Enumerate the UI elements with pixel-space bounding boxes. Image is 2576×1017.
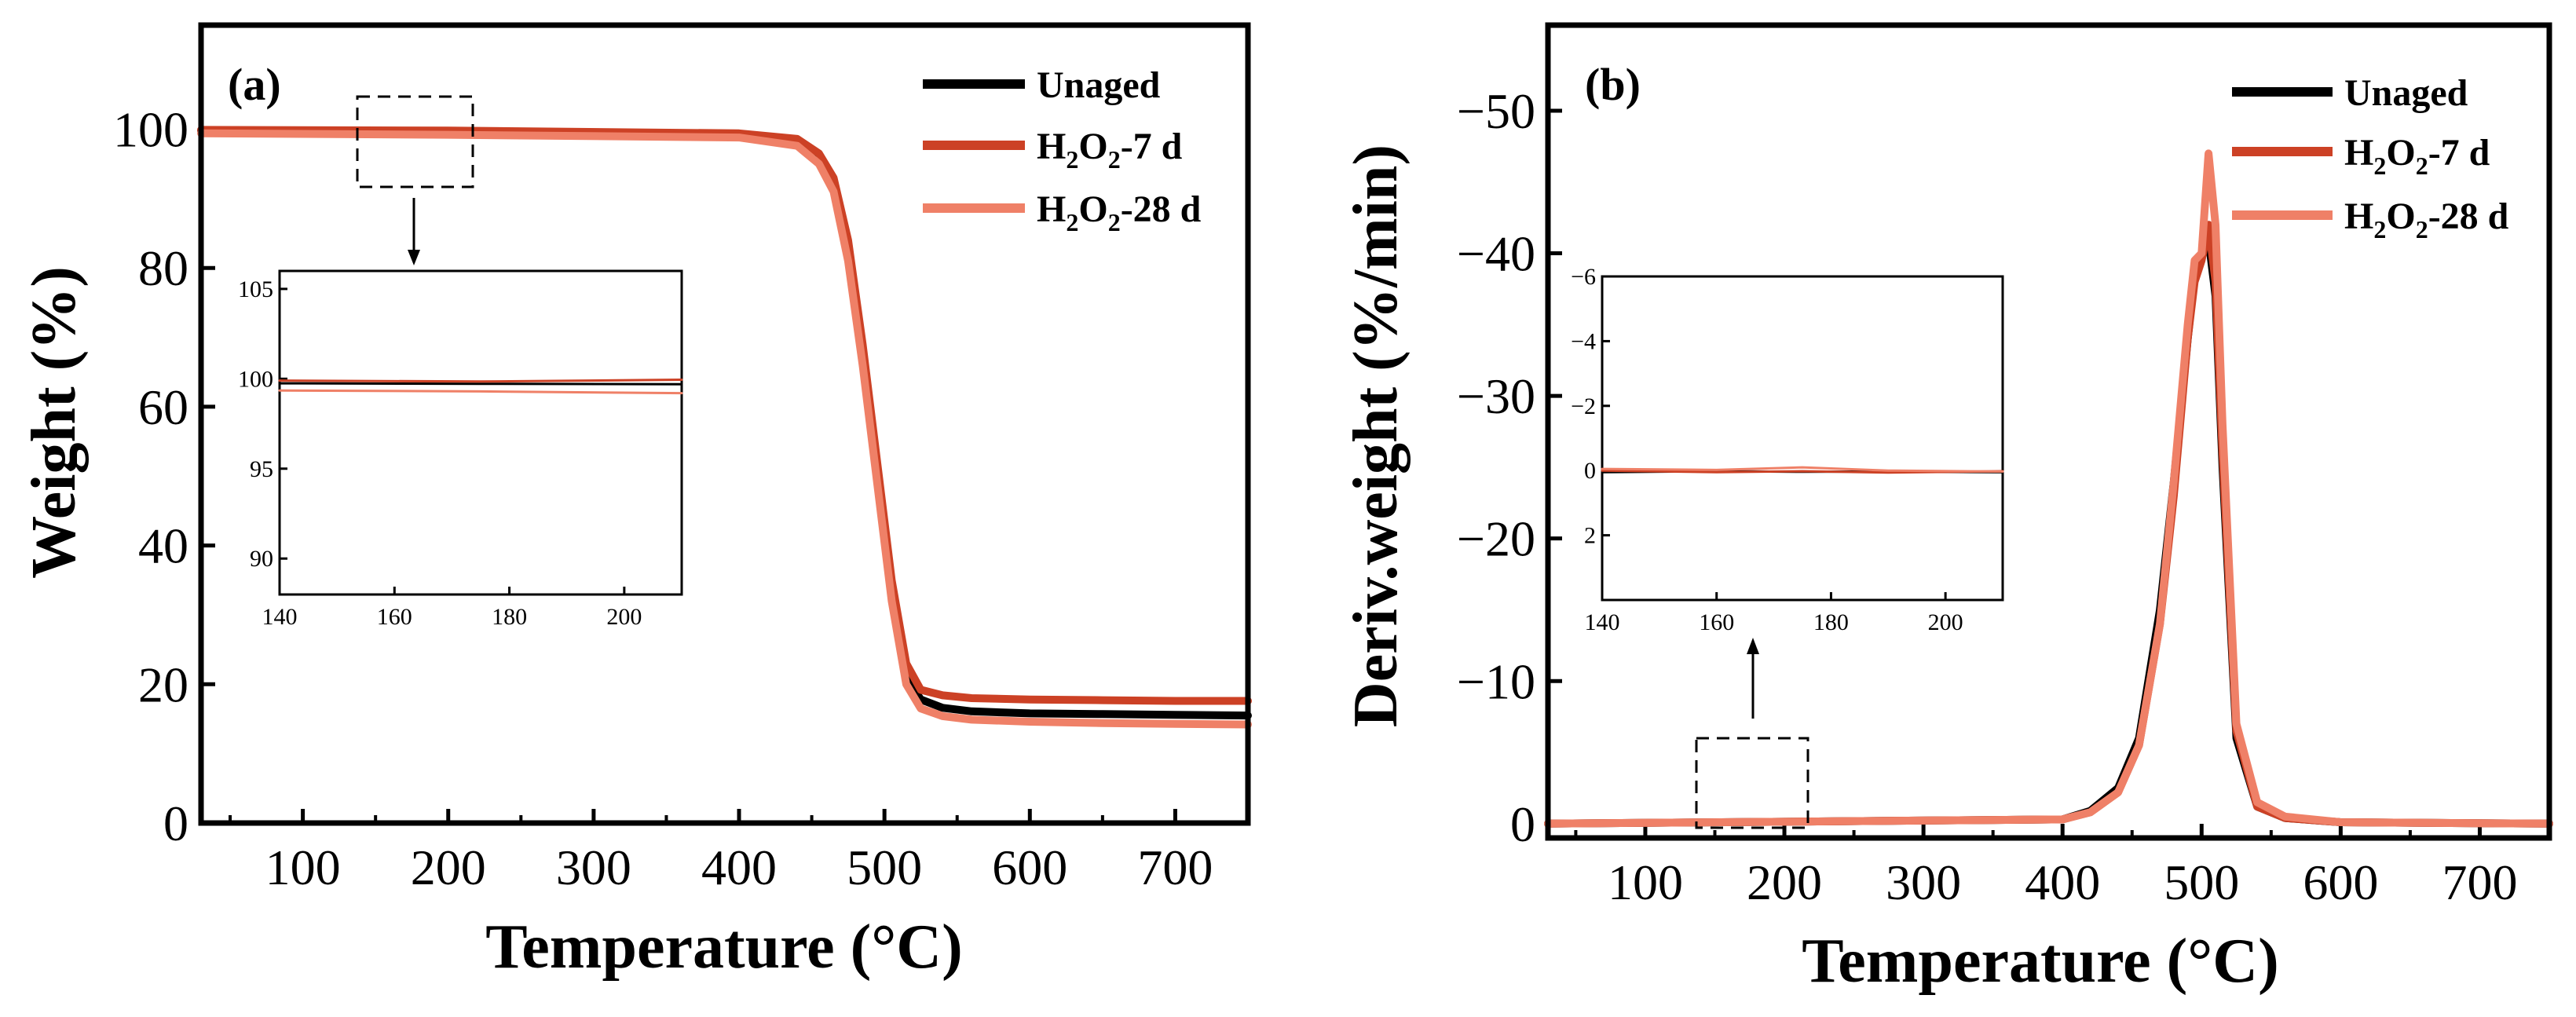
panel-a-inset: 140 160 180 200 90 95 100 105 <box>238 269 683 630</box>
b-x-tick-label-600: 600 <box>2303 854 2378 910</box>
a-x-tick-label-100: 100 <box>265 840 341 895</box>
a-inset-y-tick-label-2: 100 <box>238 366 273 392</box>
panel-b: (b) Temperature (°C) Deriv.weight (%/min… <box>1341 22 2553 996</box>
b-x-tick-label-700: 700 <box>2442 854 2517 910</box>
panel-a-y-axis-title: Weight (%) <box>20 266 89 579</box>
b-y-tick-label-4: −40 <box>1457 226 1535 282</box>
b-inset-x-tick-label-140: 140 <box>1585 609 1620 635</box>
a-inset-series-7d <box>278 379 683 383</box>
panel-b-y-axis-title: Deriv.weight (%/min) <box>1341 145 1411 727</box>
a-inset-y-tick-label-3: 105 <box>238 276 273 302</box>
b-y-tick-label-0: 0 <box>1510 796 1535 852</box>
b-x-tick-label-300: 300 <box>1886 854 1961 910</box>
a-inset-y-tick-label-1: 95 <box>250 456 273 482</box>
panel-a-legend-label-28d: H2O2-28 d <box>1037 188 1202 236</box>
b-inset-series-7d <box>1601 469 2004 474</box>
b-x-tick-label-500: 500 <box>2164 854 2239 910</box>
panel-a-plot-frame <box>198 22 1251 826</box>
panel-a-label: (a) <box>228 59 281 110</box>
b-inset-x-tick-label-180: 180 <box>1813 609 1849 635</box>
b-y-tick-label-1: −10 <box>1457 653 1535 709</box>
b-y-tick-label-2: −20 <box>1457 511 1535 567</box>
b-y-tick-label-3: −30 <box>1457 368 1535 424</box>
a-inset-series-unaged <box>278 382 683 386</box>
panel-b-label: (b) <box>1585 59 1641 110</box>
a-x-tick-label-600: 600 <box>992 840 1067 895</box>
panel-a-legend: Unaged H2O2-7 d H2O2-28 d <box>923 64 1202 236</box>
a-inset-series-28d <box>278 389 683 395</box>
panel-b-legend: Unaged H2O2-7 d H2O2-28 d <box>2232 72 2509 243</box>
panel-a-inset-frame <box>278 269 683 596</box>
panel-b-legend-label-unaged: Unaged <box>2344 72 2468 114</box>
b-inset-y-tick-label-2: −2 <box>1571 393 1596 419</box>
a-x-tick-label-300: 300 <box>556 840 631 895</box>
panel-a-legend-label-7d: H2O2-7 d <box>1037 126 1183 174</box>
panel-b-legend-label-7d: H2O2-7 d <box>2344 132 2490 180</box>
panel-a-x-axis-title: Temperature (°C) <box>485 913 962 982</box>
b-x-tick-label-400: 400 <box>2025 854 2100 910</box>
a-series-28d <box>197 129 1252 729</box>
panel-a-zoom-region-box <box>356 95 474 188</box>
panel-b-inset-frame <box>1601 275 2004 602</box>
a-y-tick-label-4: 80 <box>138 240 188 296</box>
a-y-tick-label-3: 60 <box>138 379 188 435</box>
a-x-tick-label-700: 700 <box>1137 840 1213 895</box>
panel-b-x-axis-title: Temperature (°C) <box>1802 927 2278 996</box>
a-inset-y-tick-label-0: 90 <box>250 546 273 572</box>
b-inset-x-tick-label-200: 200 <box>1928 609 1963 635</box>
a-y-tick-label-5: 100 <box>113 102 188 158</box>
a-inset-x-tick-label-180: 180 <box>492 604 527 630</box>
b-y-tick-label-5: −50 <box>1457 83 1535 139</box>
panel-b-inset: 140 160 180 200 −6 −4 −2 0 2 <box>1571 264 2004 635</box>
a-inset-x-tick-label-140: 140 <box>262 604 298 630</box>
a-y-tick-label-0: 0 <box>163 796 188 851</box>
panel-b-zoom-region-box <box>1695 737 1809 829</box>
a-y-tick-label-2: 40 <box>138 518 188 574</box>
panel-b-legend-label-28d: H2O2-28 d <box>2344 196 2509 243</box>
b-x-tick-label-200: 200 <box>1747 854 1822 910</box>
b-series-28d <box>1544 149 2553 828</box>
b-inset-y-tick-label-4: 2 <box>1584 523 1596 549</box>
a-x-tick-label-200: 200 <box>411 840 486 895</box>
b-inset-y-tick-label-3: 0 <box>1584 458 1596 484</box>
a-y-tick-label-1: 20 <box>138 657 188 712</box>
panel-b-plot-frame <box>1545 22 2552 841</box>
b-inset-x-tick-label-160: 160 <box>1699 609 1734 635</box>
a-inset-x-tick-label-160: 160 <box>377 604 412 630</box>
b-inset-y-tick-label-0: −6 <box>1571 264 1596 290</box>
a-x-tick-label-500: 500 <box>847 840 922 895</box>
a-x-tick-label-400: 400 <box>701 840 777 895</box>
a-inset-x-tick-label-200: 200 <box>606 604 642 630</box>
panel-b-zoom-arrowhead <box>1747 638 1759 654</box>
b-inset-series-28d <box>1601 466 2004 473</box>
panel-a: (a) Temperature (°C) Weight (%) 100 200 30… <box>20 22 1252 982</box>
b-x-tick-label-100: 100 <box>1608 854 1683 910</box>
b-inset-y-tick-label-1: −4 <box>1571 328 1596 354</box>
panel-a-zoom-arrowhead <box>408 250 420 265</box>
panel-a-legend-label-unaged: Unaged <box>1037 64 1161 106</box>
